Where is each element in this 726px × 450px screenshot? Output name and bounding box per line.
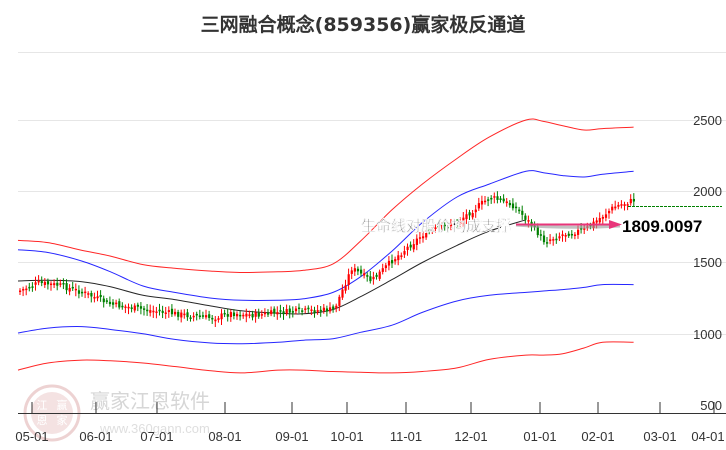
- x-tick-01-01: 01-01: [523, 429, 556, 444]
- seal-char-4: 家: [57, 413, 68, 427]
- x-tick-08-01: 08-01: [208, 429, 241, 444]
- annotation-text: 生命线对股价构成支撑: [361, 217, 511, 235]
- arrow-head-icon: [609, 220, 622, 229]
- x-tick-12-01: 12-01: [454, 429, 487, 444]
- y-tick-500: 500: [700, 398, 722, 413]
- x-tick-03-01: 03-01: [643, 429, 676, 444]
- x-tick-02-01: 02-01: [581, 429, 614, 444]
- title-divider: [18, 52, 726, 53]
- candlesticks: [19, 191, 635, 327]
- y-axis: 2500 2000 1500 1000 500: [693, 113, 722, 413]
- price-label: 1809.0097: [622, 217, 702, 236]
- seal-char-2: 赢: [57, 398, 68, 412]
- x-tick-10-01: 10-01: [330, 429, 363, 444]
- chart-title: 三网融合概念(859356)赢家极反通道: [200, 14, 526, 36]
- x-axis: 05-01 06-01 07-01 08-01 09-01 10-01 11-0…: [15, 402, 726, 444]
- x-tick-06-01: 06-01: [79, 429, 112, 444]
- x-tick-05-01: 05-01: [15, 429, 48, 444]
- support-arrow: [515, 220, 622, 229]
- y-tick-2500: 2500: [693, 113, 722, 128]
- x-tick-09-01: 09-01: [275, 429, 308, 444]
- x-tick-11-01: 11-01: [390, 429, 422, 444]
- watermark-url: www.360gann.com: [99, 421, 210, 436]
- outer-upper-band: [17, 118, 634, 274]
- y-tick-2000: 2000: [693, 184, 722, 199]
- outer-lower-band: [17, 341, 634, 374]
- watermark-brand: 赢家江恩软件: [90, 389, 210, 413]
- x-tick-04-01: 04-01: [691, 429, 724, 444]
- seal-char-1: 江: [37, 399, 48, 412]
- y-tick-1500: 1500: [693, 255, 722, 270]
- seal-char-3: 恩: [37, 414, 48, 427]
- inner-lower-band: [17, 283, 634, 345]
- y-tick-1000: 1000: [693, 327, 722, 342]
- x-tick-07-01: 07-01: [140, 429, 173, 444]
- watermark: 江 赢 恩 家 赢家江恩软件 www.360gann.com: [23, 384, 210, 442]
- gridlines: [18, 120, 726, 335]
